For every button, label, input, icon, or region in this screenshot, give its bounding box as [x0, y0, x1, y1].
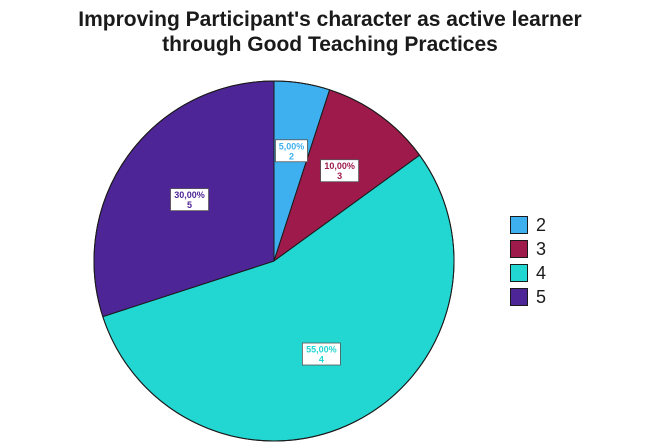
- legend-swatch-4: [510, 264, 528, 282]
- legend-label-5: 5: [536, 286, 547, 307]
- data-label-4: 55,00%4: [301, 342, 341, 366]
- data-label-count-5: 5: [187, 200, 192, 210]
- data-label-percent-2: 5,00%: [279, 141, 305, 151]
- data-label-box-2: [275, 139, 308, 163]
- chart-title-line-2: through Good Teaching Practices: [162, 33, 498, 56]
- chart-title: Improving Participant's character as act…: [0, 7, 660, 57]
- data-label-percent-3: 10,00%: [324, 161, 355, 171]
- legend-label-4: 4: [536, 262, 547, 283]
- data-label-box-3: [320, 159, 359, 183]
- legend-item-2: 2: [510, 213, 546, 237]
- legend-swatch-3: [510, 240, 528, 258]
- legend-item-5: 5: [510, 285, 546, 309]
- legend: 2 3 4 5: [510, 213, 546, 309]
- legend-label-2: 2: [536, 214, 547, 235]
- data-label-count-3: 3: [337, 171, 342, 181]
- data-label-box-5: [170, 188, 209, 212]
- data-label-box-4: [301, 342, 341, 366]
- chart-title-line-1: Improving Participant's character as act…: [78, 8, 582, 31]
- legend-item-4: 4: [510, 261, 546, 285]
- pie-outline: [93, 80, 455, 442]
- data-label-2: 5,00%2: [275, 139, 308, 163]
- legend-item-3: 3: [510, 237, 546, 261]
- legend-swatch-5: [510, 288, 528, 306]
- data-label-5: 30,00%5: [170, 188, 209, 212]
- data-label-percent-5: 30,00%: [174, 190, 205, 200]
- data-label-count-2: 2: [289, 151, 294, 161]
- legend-label-3: 3: [536, 238, 547, 259]
- data-label-count-4: 4: [319, 355, 324, 365]
- data-label-percent-4: 55,00%: [306, 345, 337, 355]
- data-label-3: 10,00%3: [320, 159, 359, 183]
- legend-swatch-2: [510, 216, 528, 234]
